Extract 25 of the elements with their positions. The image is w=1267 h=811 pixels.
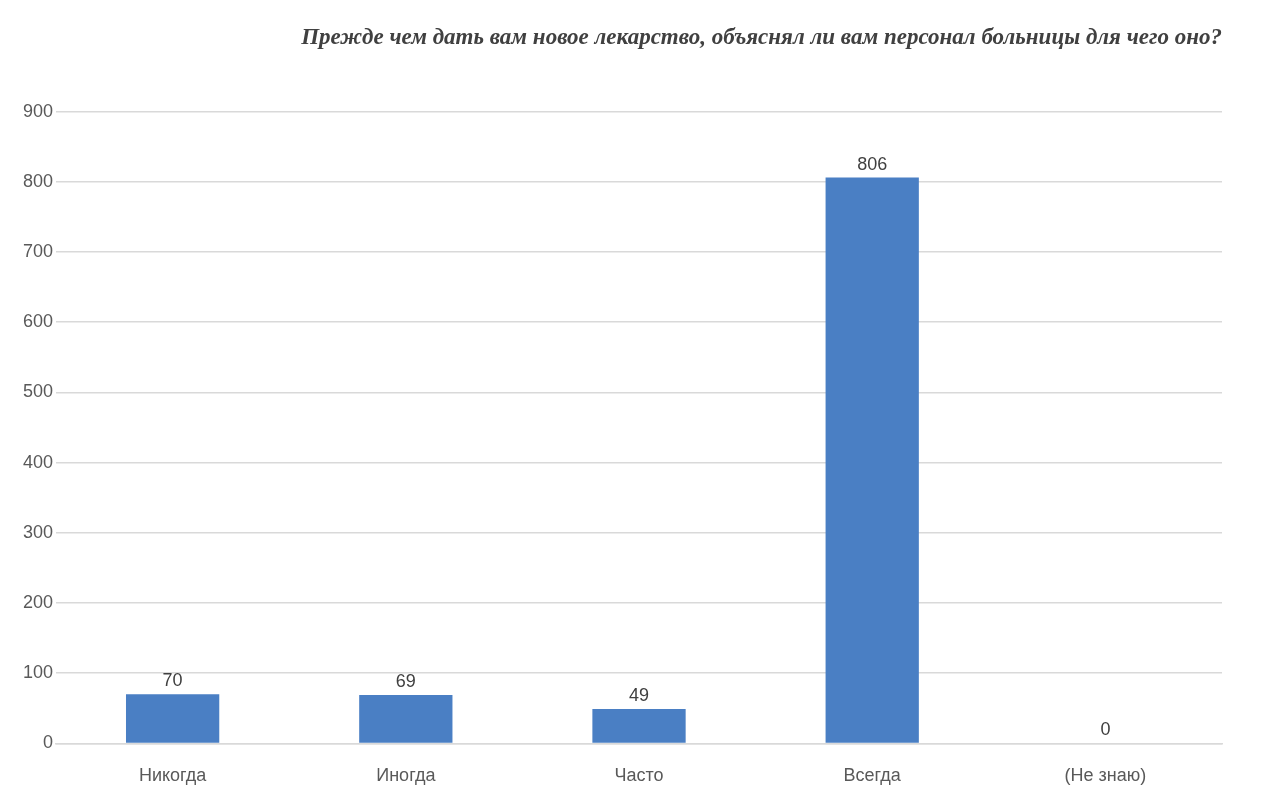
bar (592, 709, 686, 743)
data-label: 69 (395, 670, 416, 691)
y-tick-label: 300 (22, 521, 54, 542)
y-tick-label: 700 (22, 240, 54, 261)
y-tick-label: 0 (43, 732, 54, 753)
x-tick-label: Иногда (376, 765, 437, 786)
x-tick-label: (Не знаю) (1064, 765, 1147, 786)
bar (825, 177, 919, 743)
y-tick-label: 400 (22, 451, 54, 472)
data-label: 49 (629, 684, 650, 705)
y-tick-label: 600 (22, 311, 54, 332)
bar (125, 694, 220, 743)
y-tick-label: 200 (22, 591, 54, 612)
x-tick-label: Часто (614, 765, 664, 786)
x-tick-label: Всегда (843, 765, 902, 786)
chart-title: Прежде чем дать вам новое лекарство, объяснял ли вам персонал больницы для чего оно? (300, 23, 1222, 49)
y-tick-label: 500 (22, 381, 54, 402)
data-label: 806 (857, 153, 888, 174)
y-tick-label: 900 (22, 100, 54, 121)
data-label: 0 (1100, 719, 1111, 740)
y-tick-label: 800 (22, 170, 54, 191)
y-tick-label: 100 (22, 662, 54, 683)
x-tick-label: Никогда (138, 765, 208, 786)
bar (359, 694, 453, 743)
data-label: 70 (162, 670, 183, 691)
